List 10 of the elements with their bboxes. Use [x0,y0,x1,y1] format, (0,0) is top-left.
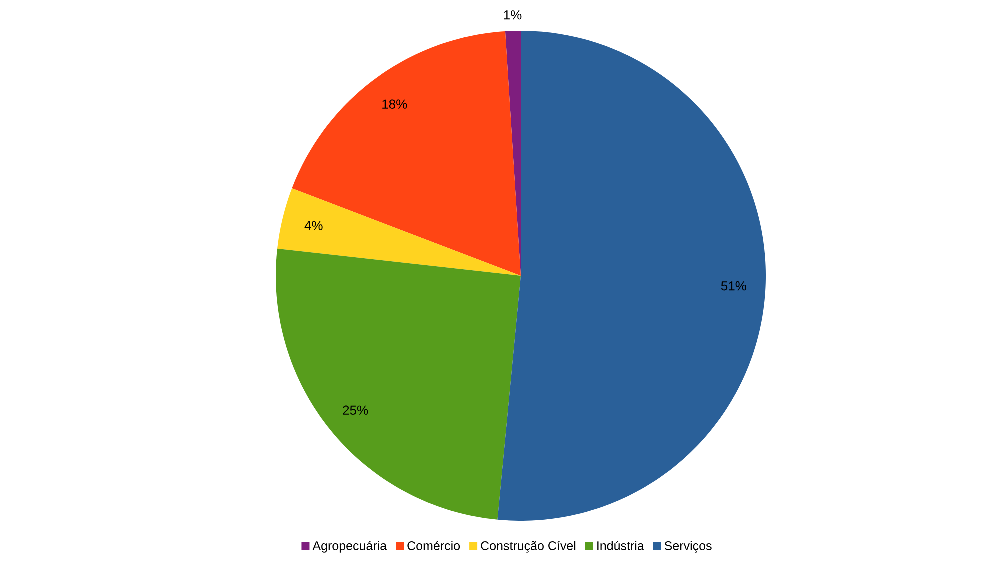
data-label: 25% [343,406,368,415]
data-label: 4% [304,221,323,230]
legend-label: Agropecuária [312,541,388,553]
legend-label: Serviços [664,541,712,553]
data-label: 18% [382,100,408,109]
legend-label: Indústria [598,541,644,550]
data-label: 1% [504,10,522,20]
data-label: 51% [721,282,746,291]
legend-label: Comércio [408,541,460,550]
legend-label: Construção Cível [481,541,576,553]
